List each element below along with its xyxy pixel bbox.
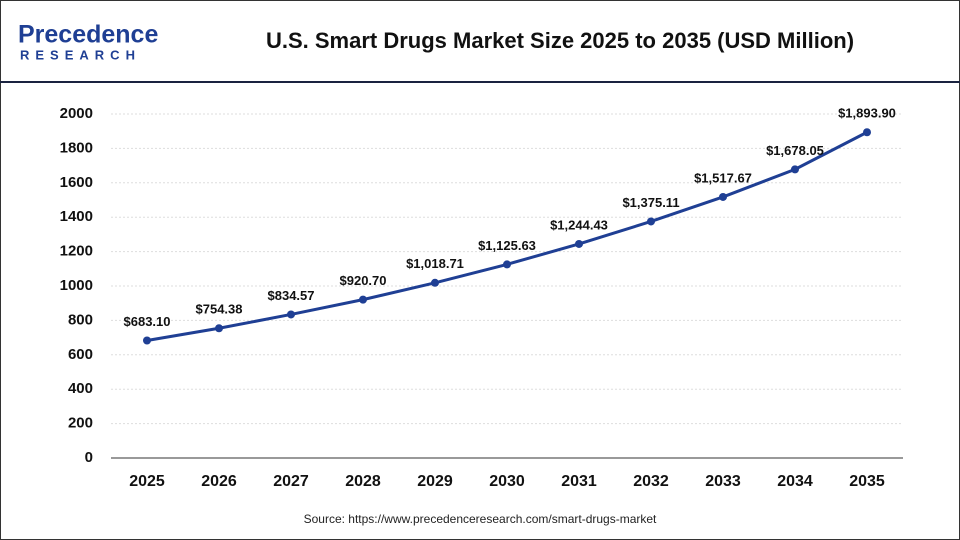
x-tick-label: 2027 — [273, 473, 309, 490]
y-tick-label: 400 — [68, 380, 93, 397]
logo-name: Precedence — [18, 21, 158, 49]
point — [575, 239, 583, 248]
data-label: $920.70 — [340, 273, 387, 288]
y-tick-label: 800 — [68, 311, 93, 328]
point — [431, 278, 439, 287]
y-tick-label: 1200 — [60, 243, 93, 260]
y-tick-label: 1600 — [60, 174, 93, 191]
source: Source: https://www.precedenceresearch.c… — [304, 512, 657, 526]
y-tick-label: 600 — [68, 346, 93, 363]
data-label: $1,517.67 — [694, 170, 752, 185]
x-tick-label: 2031 — [561, 473, 597, 490]
data-label: $834.57 — [268, 288, 315, 303]
logo: Precedence RESEARCH — [18, 21, 158, 63]
point — [719, 192, 727, 201]
x-tick-label: 2032 — [633, 473, 669, 490]
y-tick-label: 1000 — [60, 277, 93, 294]
x-tick-label: 2028 — [345, 473, 381, 490]
data-label: $1,375.11 — [622, 195, 679, 210]
x-tick-label: 2030 — [489, 473, 525, 490]
point — [647, 217, 655, 226]
data-label: $1,893.90 — [838, 106, 896, 121]
x-tick-label: 2033 — [705, 473, 741, 490]
logo-tagline: RESEARCH — [20, 47, 141, 62]
x-tick-label: 2035 — [849, 473, 885, 490]
data-label: $683.10 — [124, 314, 171, 329]
y-tick-label: 2000 — [60, 105, 93, 122]
data-label: $1,125.63 — [478, 238, 536, 253]
y-tick-label: 1400 — [60, 208, 93, 225]
point — [215, 324, 223, 333]
chart-title: U.S. Smart Drugs Market Size 2025 to 203… — [266, 28, 854, 53]
point — [863, 128, 871, 137]
point — [503, 260, 511, 269]
x-tick-label: 2034 — [777, 473, 813, 490]
y-tick-label: 200 — [68, 415, 93, 432]
x-tick-label: 2029 — [417, 473, 453, 490]
data-label: $1,244.43 — [550, 217, 608, 232]
x-tick-label: 2025 — [129, 473, 165, 490]
point — [791, 165, 799, 174]
data-label: $1,678.05 — [766, 143, 824, 158]
x-tick-label: 2026 — [201, 473, 237, 490]
y-tick-label: 1800 — [60, 139, 93, 156]
point — [287, 310, 295, 319]
point — [359, 295, 367, 304]
point — [143, 336, 151, 345]
y-tick-label: 0 — [85, 449, 93, 466]
data-label: $754.38 — [196, 302, 243, 317]
data-label: $1,018.71 — [406, 256, 464, 271]
